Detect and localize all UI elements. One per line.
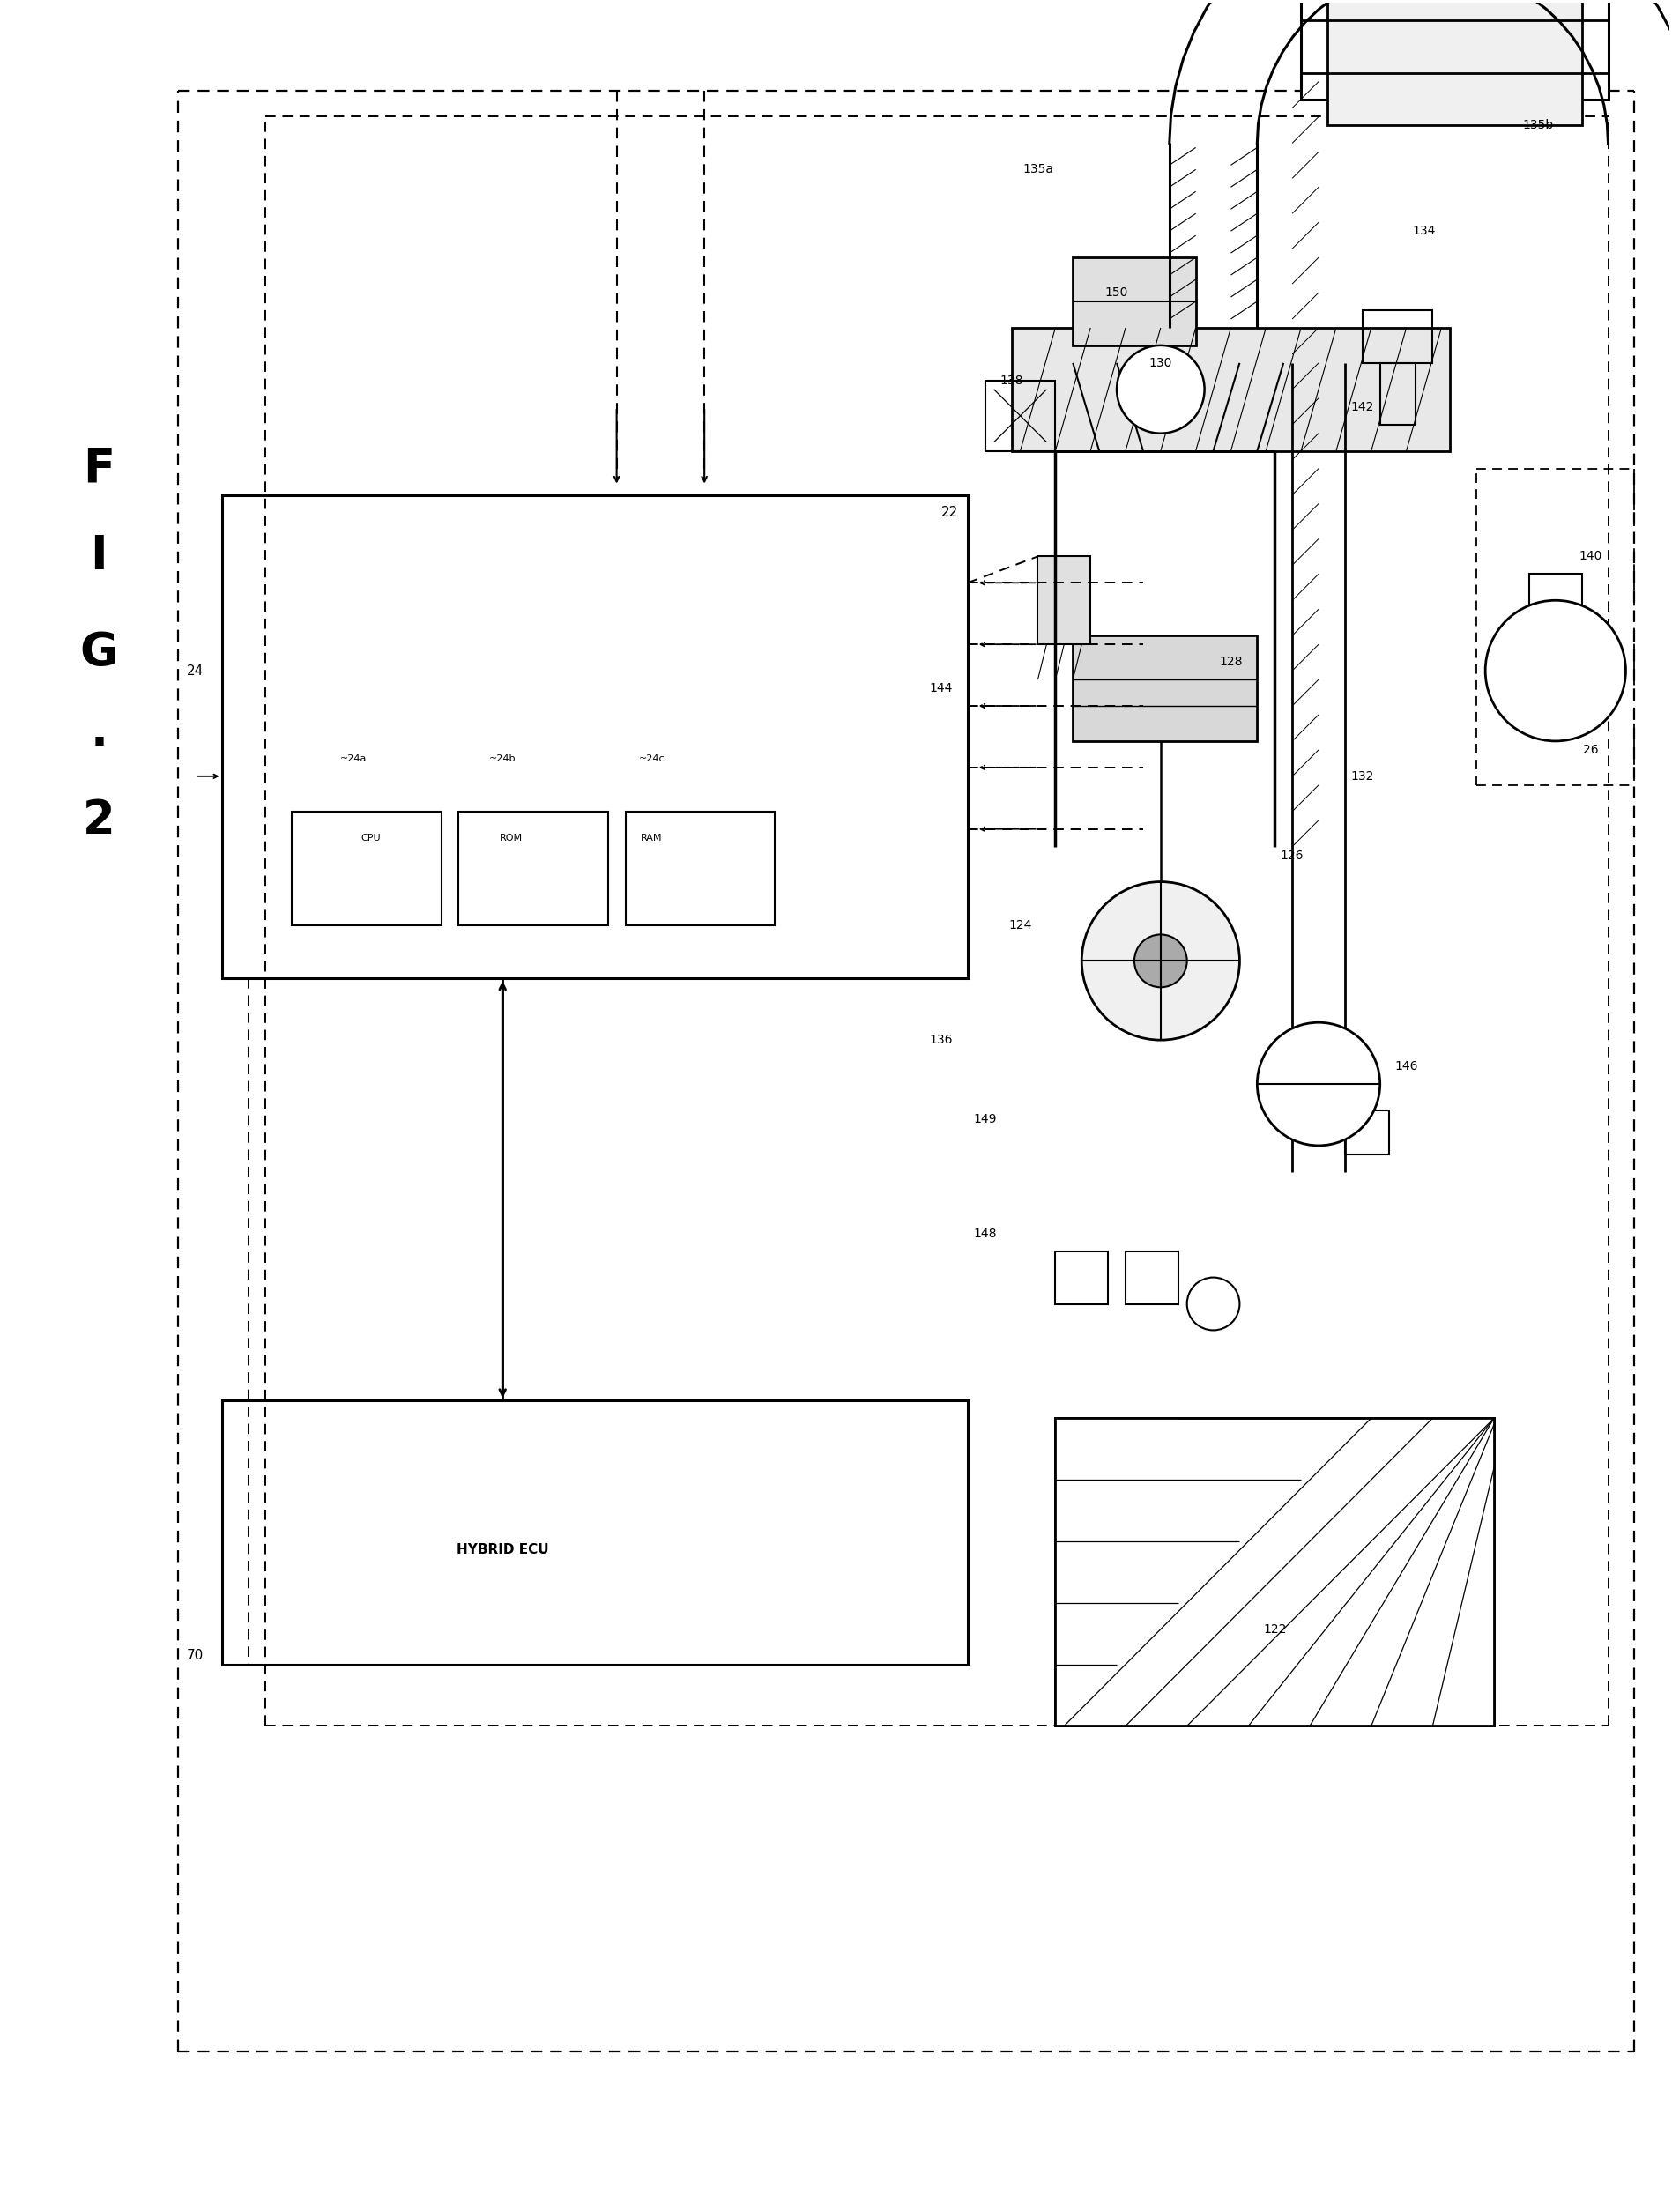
Circle shape bbox=[1117, 345, 1204, 434]
Text: ~24b: ~24b bbox=[490, 754, 517, 763]
Text: RAM: RAM bbox=[640, 834, 662, 843]
Bar bbox=[1055, 1418, 1495, 1725]
Circle shape bbox=[1187, 1279, 1239, 1329]
Bar bbox=[222, 1400, 968, 1663]
Bar bbox=[1055, 1418, 1495, 1725]
Text: 132: 132 bbox=[1351, 770, 1374, 783]
Bar bbox=[1530, 573, 1582, 608]
Text: 135b: 135b bbox=[1523, 119, 1553, 133]
Text: 2: 2 bbox=[84, 796, 115, 843]
Bar bbox=[222, 495, 968, 978]
Text: 124: 124 bbox=[1008, 920, 1032, 931]
Text: 126: 126 bbox=[1281, 849, 1304, 860]
Text: ~24c: ~24c bbox=[639, 754, 665, 763]
Text: 22: 22 bbox=[941, 507, 958, 520]
Bar bbox=[1073, 635, 1257, 741]
Text: I: I bbox=[90, 533, 107, 580]
Bar bbox=[1301, 0, 1608, 100]
Bar bbox=[1012, 327, 1450, 451]
Text: 26: 26 bbox=[1583, 743, 1598, 757]
Text: .: . bbox=[90, 710, 107, 754]
Bar bbox=[293, 812, 441, 927]
Bar bbox=[1125, 1252, 1179, 1303]
Bar bbox=[1073, 257, 1195, 345]
Text: 149: 149 bbox=[973, 1113, 997, 1126]
Text: 130: 130 bbox=[1149, 356, 1172, 369]
Text: 134: 134 bbox=[1413, 226, 1436, 237]
Bar bbox=[458, 812, 609, 927]
Bar bbox=[985, 380, 1055, 451]
Bar bbox=[1055, 1252, 1109, 1303]
Text: 135a: 135a bbox=[1022, 164, 1053, 175]
Bar bbox=[1328, 0, 1582, 126]
Text: 122: 122 bbox=[1262, 1624, 1286, 1635]
Bar bbox=[625, 812, 774, 927]
Bar bbox=[1363, 310, 1433, 363]
Text: CPU: CPU bbox=[361, 834, 381, 843]
Circle shape bbox=[1485, 599, 1625, 741]
Text: 70: 70 bbox=[187, 1648, 204, 1661]
Text: 148: 148 bbox=[973, 1228, 997, 1239]
Text: F: F bbox=[84, 445, 115, 491]
Text: ROM: ROM bbox=[500, 834, 523, 843]
Text: 142: 142 bbox=[1351, 400, 1374, 414]
Bar bbox=[1344, 1110, 1389, 1155]
Text: 136: 136 bbox=[930, 1033, 953, 1046]
Text: 146: 146 bbox=[1394, 1060, 1418, 1073]
Bar bbox=[1379, 363, 1415, 425]
Circle shape bbox=[1257, 1022, 1379, 1146]
Text: ~24a: ~24a bbox=[339, 754, 366, 763]
Circle shape bbox=[1082, 883, 1239, 1040]
Text: G: G bbox=[80, 630, 119, 677]
Text: HYBRID ECU: HYBRID ECU bbox=[456, 1544, 548, 1557]
Text: 24: 24 bbox=[187, 664, 204, 677]
Text: 144: 144 bbox=[930, 681, 953, 695]
Text: 128: 128 bbox=[1219, 655, 1242, 668]
Circle shape bbox=[1134, 933, 1187, 987]
Text: 140: 140 bbox=[1578, 551, 1602, 562]
Text: 150: 150 bbox=[1105, 288, 1129, 299]
Bar bbox=[1038, 557, 1090, 644]
Text: 138: 138 bbox=[1000, 374, 1023, 387]
